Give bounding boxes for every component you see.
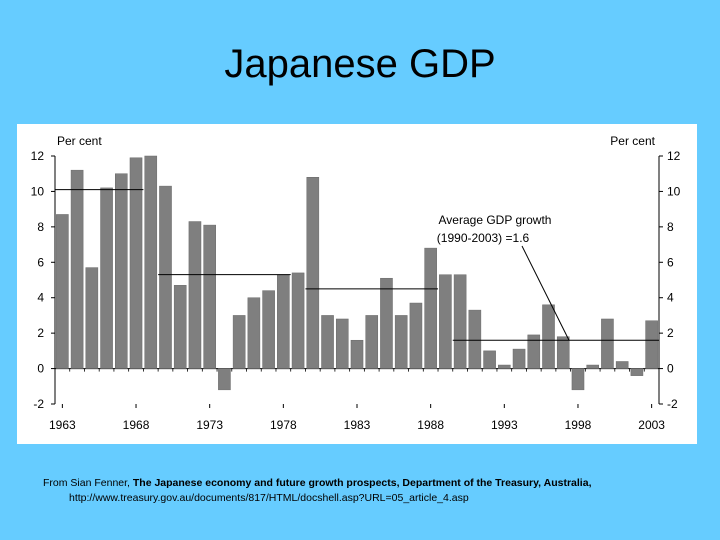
bar-1973 (203, 224, 216, 369)
bar-1988 (424, 247, 437, 369)
y-tick-label-left: 4 (37, 291, 44, 305)
chart-panel: -2 -2 0 0 2 2 4 4 6 6 8 8 10 10 12 12 Per cent Per cent 19… (17, 124, 697, 444)
slide-title: Japanese GDP (224, 42, 496, 86)
bar-1969 (144, 155, 158, 369)
bar-1995 (527, 334, 541, 369)
bar-1965 (85, 267, 99, 369)
bar-1977 (262, 290, 275, 369)
bar-1963 (56, 214, 69, 369)
bar-1989 (439, 274, 452, 369)
y-unit-label-right: Per cent (610, 134, 655, 148)
x-tick-label: 1993 (491, 418, 518, 432)
x-tick-label: 1978 (270, 418, 297, 432)
bar-1990 (453, 274, 467, 369)
bar-1970 (159, 185, 172, 369)
x-tick-label: 1988 (417, 418, 444, 432)
y-tick-label-right: 6 (667, 255, 674, 269)
bar-1981 (321, 315, 334, 369)
bar-1994 (512, 348, 526, 369)
source-title: The Japanese economy and future growth p… (132, 477, 592, 489)
bar-1978 (277, 274, 290, 369)
bar-2002 (630, 368, 644, 376)
bar-1975 (232, 315, 246, 369)
annotation-pointer (521, 245, 570, 341)
x-tick-label: 1998 (565, 418, 592, 432)
source-note: From Sian Fenner, The Japanese economy a… (43, 476, 703, 506)
bar-1979 (291, 272, 305, 369)
y-tick-label-left: 8 (37, 220, 44, 234)
chart-labels: -2 -2 0 0 2 2 4 4 6 6 8 8 10 10 12 12 Per cent Per cent 19… (31, 134, 681, 432)
bar-1987 (409, 302, 423, 369)
bar-1980 (306, 177, 320, 369)
source-prefix: From Sian Fenner, (43, 477, 133, 489)
bar-1967 (115, 173, 128, 369)
bar-1993 (498, 364, 511, 369)
bar-1982 (335, 318, 349, 369)
average-lines (55, 189, 659, 341)
chart-axes (51, 155, 663, 408)
y-tick-label-left: 2 (37, 326, 44, 340)
bar-1972 (188, 221, 202, 369)
x-tick-label: 2003 (638, 418, 665, 432)
y-tick-label-right: -2 (667, 397, 678, 411)
y-tick-label-right: 0 (667, 362, 674, 376)
bar-1996 (542, 304, 555, 369)
bar-1985 (380, 277, 393, 369)
bar-1964 (70, 169, 84, 369)
x-tick-label: 1968 (123, 418, 150, 432)
bar-1986 (394, 315, 408, 369)
bar-1984 (365, 315, 379, 369)
x-tick-label: 1973 (196, 418, 223, 432)
bar-1992 (483, 350, 496, 369)
bar-1968 (129, 157, 143, 369)
chart-bars (56, 155, 658, 391)
gdp-bar-chart: -2 -2 0 0 2 2 4 4 6 6 8 8 10 10 12 12 Per cent Per cent 19… (31, 134, 681, 432)
bar-1997 (556, 336, 570, 369)
annotation-line1: Average GDP growth (439, 213, 552, 227)
y-tick-label-left: 10 (31, 184, 45, 198)
annotation-line2: (1990-2003) =1.6 (437, 231, 530, 245)
bar-2000 (601, 318, 614, 369)
y-tick-label-right: 12 (667, 149, 681, 163)
bar-1971 (173, 285, 187, 369)
bar-2001 (615, 361, 629, 369)
y-tick-label-right: 8 (667, 220, 674, 234)
bar-1998 (571, 368, 585, 391)
y-tick-label-right: 10 (667, 184, 681, 198)
y-unit-label-left: Per cent (57, 134, 102, 148)
source-url: http://www.treasury.gov.au/documents/817… (69, 492, 469, 504)
bar-1983 (350, 339, 364, 369)
bar-2003 (645, 320, 658, 369)
y-tick-label-right: 2 (667, 326, 674, 340)
y-tick-label-right: 4 (667, 291, 674, 305)
bar-1974 (218, 368, 231, 391)
y-tick-label-left: 12 (31, 149, 45, 163)
bar-1999 (586, 364, 599, 369)
bar-1976 (247, 297, 261, 369)
y-tick-label-left: 0 (37, 362, 44, 376)
x-tick-label: 1963 (49, 418, 76, 432)
y-tick-label-left: -2 (33, 397, 44, 411)
y-tick-label-left: 6 (37, 255, 44, 269)
bar-1991 (468, 309, 482, 369)
bar-1966 (100, 187, 113, 369)
x-tick-label: 1983 (344, 418, 371, 432)
